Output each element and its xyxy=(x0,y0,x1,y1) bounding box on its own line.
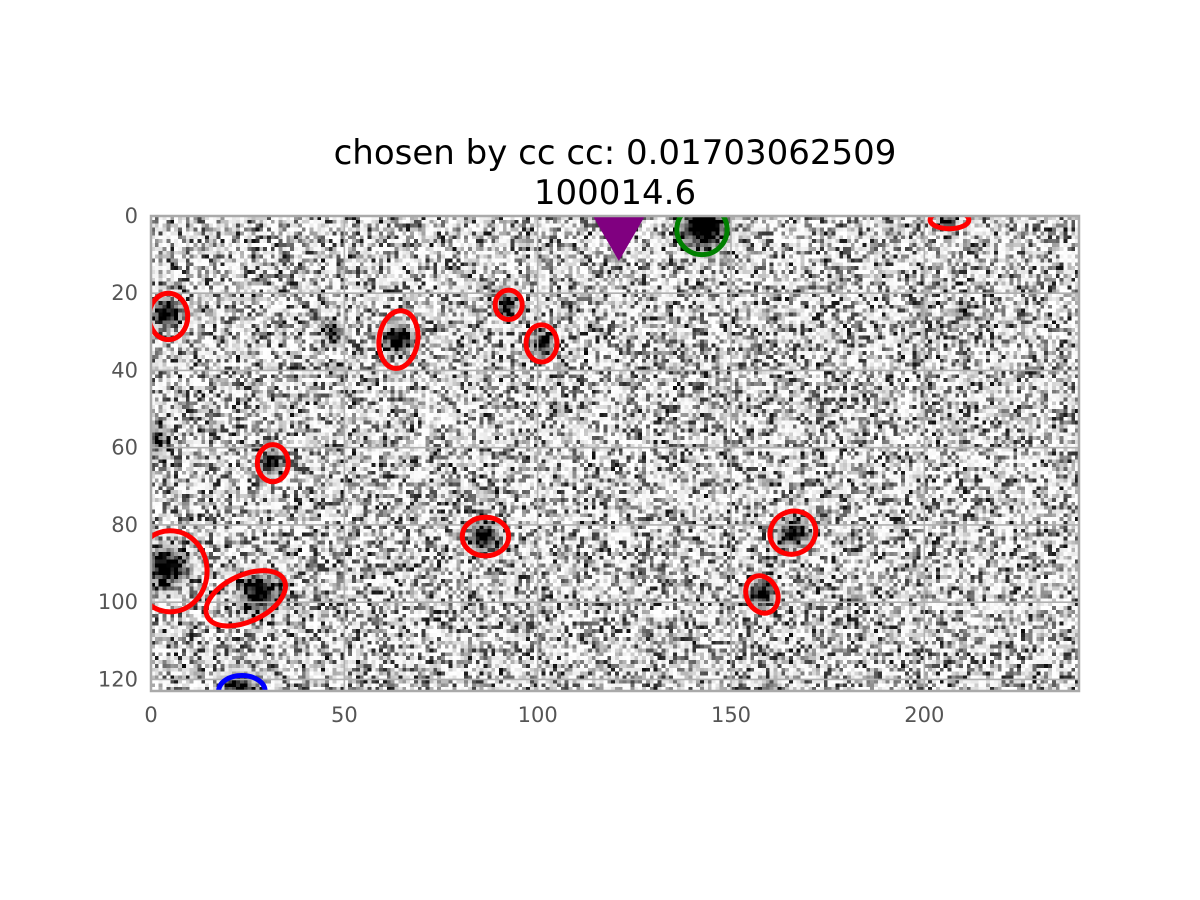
grid-layer xyxy=(150,215,1079,691)
source-ellipse xyxy=(376,308,421,371)
source-ellipse xyxy=(216,673,268,691)
x-tick-label: 0 xyxy=(144,703,157,727)
source-ellipse xyxy=(674,216,730,258)
source-ellipse xyxy=(927,216,972,232)
x-axis: 0 50 100 150 200 xyxy=(144,703,944,727)
target-marker xyxy=(592,216,645,261)
noise-image xyxy=(151,216,1079,691)
source-ellipse xyxy=(459,514,512,559)
y-tick-label: 40 xyxy=(111,358,138,382)
overlay-layer xyxy=(151,216,972,691)
x-tick-label: 100 xyxy=(518,703,558,727)
source-ellipse xyxy=(523,322,560,365)
y-tick-label: 20 xyxy=(111,281,138,305)
source-ellipse xyxy=(151,290,191,343)
plot-area xyxy=(149,214,1081,693)
source-ellipse xyxy=(254,442,291,485)
y-tick-label: 80 xyxy=(111,513,138,537)
x-tick-label: 50 xyxy=(331,703,358,727)
y-tick-label: 60 xyxy=(111,436,138,460)
chart-title-line-1: chosen by cc cc: 0.01703062509 xyxy=(334,133,897,173)
x-tick-label: 150 xyxy=(711,703,751,727)
source-ellipse xyxy=(767,508,819,557)
y-tick-label: 120 xyxy=(98,667,138,691)
y-tick-label: 0 xyxy=(125,204,138,228)
source-ellipse xyxy=(203,568,289,629)
source-ellipse xyxy=(743,573,781,616)
x-tick-label: 200 xyxy=(904,703,944,727)
axes-frame xyxy=(149,214,1081,693)
chart-title-line-2: 100014.6 xyxy=(534,173,696,213)
y-axis: 0 20 40 60 80 100 120 xyxy=(98,204,138,691)
source-ellipse xyxy=(492,287,525,322)
y-tick-label: 100 xyxy=(98,590,138,614)
source-ellipse xyxy=(151,528,210,615)
